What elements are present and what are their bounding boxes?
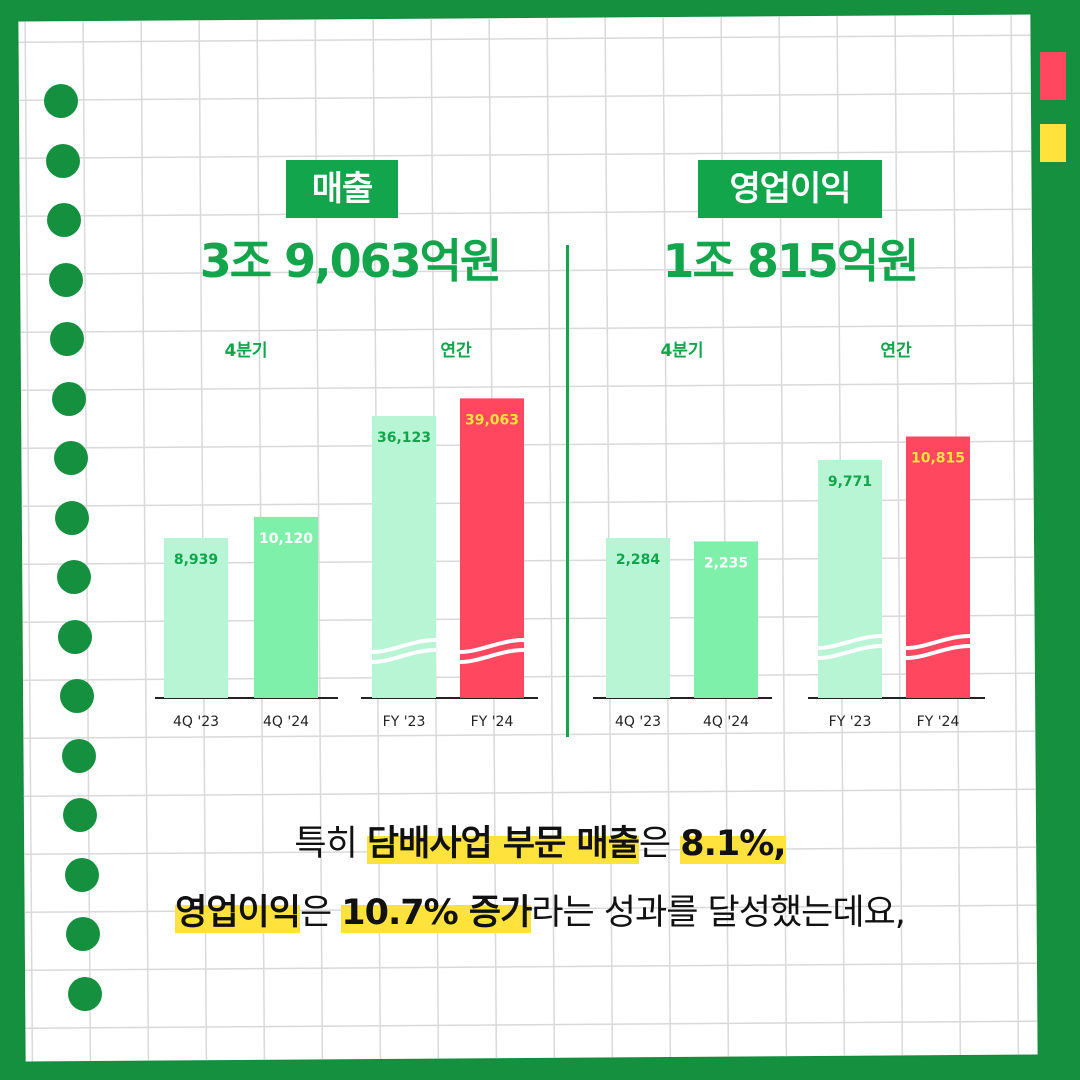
- bar: [818, 460, 882, 698]
- axis-break-mark: [371, 648, 437, 664]
- bar: [164, 538, 228, 698]
- axis-break-mark: [817, 644, 883, 660]
- bar: [694, 541, 758, 698]
- binder-hole: [50, 322, 85, 356]
- caption-text: 은: [638, 824, 681, 864]
- caption-highlight: 담배사업 부문 매출: [366, 824, 640, 864]
- binder-hole: [60, 679, 94, 713]
- revenue-total: 3조 9,063억원: [199, 234, 502, 288]
- bar: [606, 538, 670, 698]
- binder-hole: [63, 798, 98, 832]
- caption-highlight: 8.1%,: [680, 824, 787, 864]
- binder-hole: [61, 738, 96, 773]
- binder-hole: [55, 500, 90, 535]
- axis-break-mark: [459, 638, 525, 654]
- x-tick-label: 4Q '24: [263, 714, 309, 730]
- section-divider: [566, 245, 569, 737]
- axis-break-mark: [817, 634, 883, 650]
- axis-break-mark: [459, 648, 525, 664]
- operating-profit-label: 영업이익: [698, 160, 882, 218]
- binder-hole: [64, 857, 99, 892]
- caption-text: 라는 성과를 달성했는데요,: [531, 893, 906, 933]
- axis-break-mark: [905, 634, 971, 650]
- x-tick-label: 4Q '24: [703, 714, 749, 730]
- yellow-tab: [1040, 124, 1066, 162]
- binder-hole: [56, 560, 91, 594]
- bar: [254, 516, 318, 698]
- binder-hole: [47, 203, 82, 237]
- x-tick-label: 4Q '23: [173, 714, 219, 730]
- x-tick-label: 4Q '23: [615, 714, 661, 730]
- group-label: 연간: [440, 341, 472, 361]
- caption-line-2: 영업이익은 10.7% 증가라는 성과를 달성했는데요,: [0, 884, 1080, 935]
- data-label: 10,120: [259, 531, 313, 547]
- x-tick-label: FY '24: [471, 714, 514, 730]
- x-tick-label: FY '23: [383, 714, 426, 730]
- axis-break-mark: [905, 644, 971, 660]
- operating-profit-total: 1조 815억원: [662, 234, 919, 288]
- x-tick-label: FY '24: [917, 714, 960, 730]
- binder-hole: [66, 917, 101, 951]
- caption-text: 은: [299, 893, 342, 933]
- revenue-label: 매출: [286, 160, 398, 218]
- caption-text: 특히: [294, 824, 367, 864]
- data-label: 8,939: [174, 552, 218, 568]
- axis-break-mark: [371, 638, 437, 654]
- data-label: 10,815: [911, 451, 965, 467]
- data-label: 36,123: [377, 430, 431, 446]
- binder-hole: [45, 143, 80, 178]
- binder-hole: [48, 262, 83, 297]
- bar: [460, 398, 524, 698]
- binder-hole: [52, 381, 86, 416]
- group-label: 4분기: [660, 341, 703, 361]
- x-tick-label: FY '23: [829, 714, 872, 730]
- data-label: 2,235: [704, 555, 748, 571]
- binder-hole: [44, 84, 78, 118]
- caption-highlight: 10.7% 증가: [341, 893, 532, 933]
- data-label: 39,063: [465, 412, 519, 428]
- binder-hole: [58, 619, 93, 654]
- bar: [906, 436, 970, 698]
- group-label: 연간: [880, 341, 912, 361]
- data-label: 9,771: [828, 474, 872, 490]
- binder-hole: [68, 976, 102, 1011]
- caption-line-1: 특히 담배사업 부문 매출은 8.1%,: [0, 815, 1080, 866]
- caption-highlight: 영업이익: [175, 893, 301, 933]
- red-tab: [1040, 52, 1066, 100]
- group-label: 4분기: [224, 341, 267, 361]
- binder-hole: [53, 441, 88, 475]
- data-label: 2,284: [616, 552, 661, 568]
